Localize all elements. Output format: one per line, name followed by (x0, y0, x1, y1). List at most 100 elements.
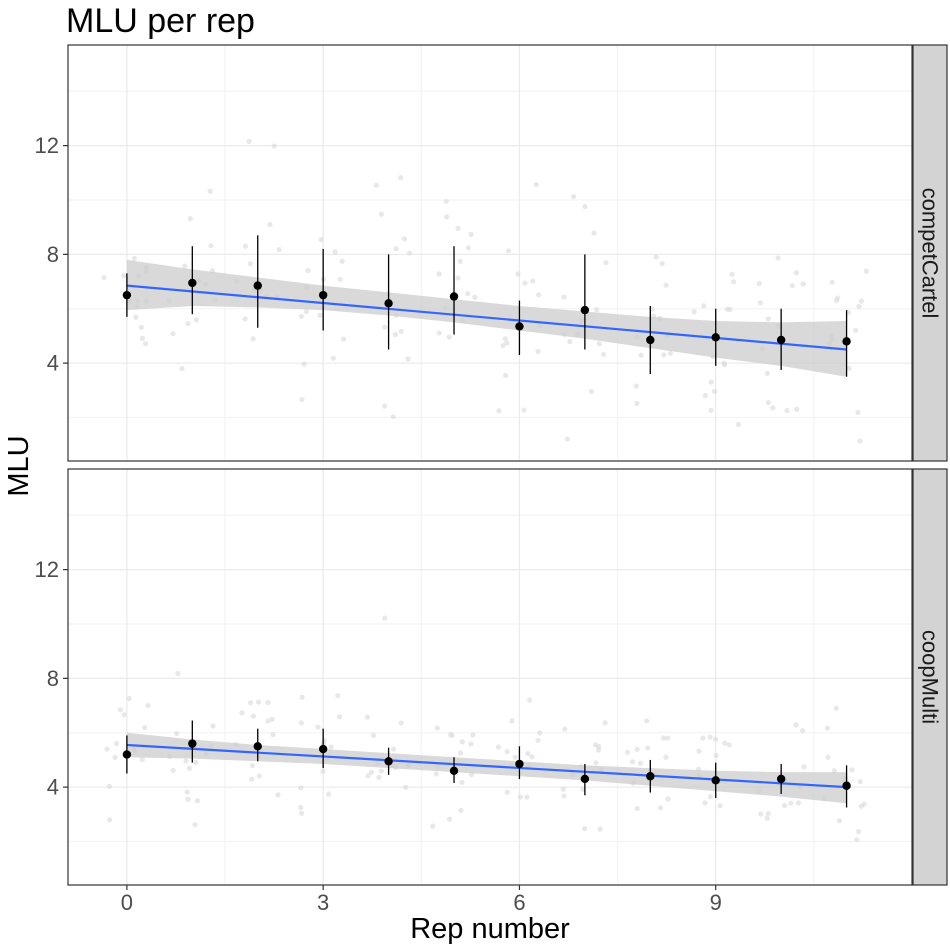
mean-point (318, 290, 328, 300)
raw-point (603, 259, 609, 266)
raw-point (831, 768, 837, 774)
y-axis-title: MLU (3, 435, 35, 496)
raw-point (560, 786, 566, 792)
panel-background (68, 469, 912, 885)
raw-point (207, 188, 213, 194)
raw-point (756, 281, 762, 287)
raw-point (430, 823, 436, 829)
raw-point (855, 409, 861, 416)
raw-point (591, 230, 597, 236)
x-axis-title: Rep number (410, 913, 570, 945)
raw-point (580, 786, 586, 792)
raw-point (436, 271, 442, 277)
raw-point (298, 720, 304, 726)
panel-background (68, 45, 912, 461)
raw-point (788, 800, 794, 806)
x-tick-label: 6 (513, 890, 525, 915)
raw-point (470, 732, 476, 738)
raw-point (174, 731, 180, 737)
raw-point (829, 279, 835, 285)
raw-point (186, 765, 192, 771)
raw-point (854, 837, 860, 843)
raw-point (239, 710, 245, 716)
raw-point (836, 818, 843, 824)
raw-point (717, 803, 723, 809)
raw-point (729, 271, 735, 277)
raw-point (800, 281, 806, 287)
raw-point (765, 400, 771, 406)
raw-point (265, 718, 271, 724)
raw-point (320, 768, 326, 774)
raw-point (858, 803, 864, 809)
raw-point (708, 379, 714, 385)
raw-point (185, 796, 191, 802)
raw-point (653, 254, 659, 260)
raw-point (691, 309, 697, 315)
raw-point (700, 735, 706, 741)
raw-point (179, 365, 185, 372)
raw-point (846, 365, 852, 371)
raw-point (390, 414, 396, 420)
raw-point (106, 783, 113, 790)
raw-point (143, 341, 149, 347)
raw-point (833, 297, 839, 304)
y-tick-label: 12 (35, 133, 59, 158)
raw-point (665, 796, 671, 802)
raw-point (530, 278, 536, 284)
raw-point (533, 182, 539, 188)
raw-point (794, 406, 800, 412)
raw-point (765, 316, 771, 322)
mean-point (646, 335, 655, 345)
raw-point (465, 245, 471, 251)
raw-point (255, 699, 262, 705)
raw-point (770, 405, 776, 411)
raw-point (663, 754, 669, 760)
raw-point (276, 246, 282, 253)
raw-point (405, 356, 411, 362)
y-tick-label: 4 (47, 775, 59, 800)
raw-point (121, 712, 127, 718)
raw-point (406, 250, 413, 256)
raw-point (795, 800, 802, 806)
raw-point (857, 778, 863, 785)
raw-point (721, 362, 728, 368)
raw-point (702, 800, 708, 806)
x-tick-label: 3 (317, 890, 329, 915)
raw-point (271, 143, 277, 149)
raw-point (299, 396, 305, 403)
raw-point (183, 758, 189, 764)
raw-point (298, 804, 304, 811)
raw-point (275, 792, 281, 798)
raw-point (317, 312, 323, 318)
raw-point (398, 720, 404, 726)
facet-strip-label: coopMulti (918, 630, 943, 724)
panel-border (67, 468, 913, 886)
raw-point (270, 731, 276, 738)
raw-point (208, 243, 214, 249)
raw-point (637, 760, 644, 767)
raw-point (170, 331, 176, 337)
raw-point (570, 194, 577, 200)
raw-point (661, 352, 667, 358)
confidence-band (126, 732, 847, 804)
raw-point (696, 748, 702, 754)
raw-point (210, 723, 216, 729)
raw-point (644, 718, 650, 724)
raw-point (193, 317, 199, 323)
raw-point (267, 221, 273, 228)
raw-point (597, 826, 603, 832)
raw-point (663, 282, 669, 288)
raw-point (863, 268, 869, 274)
raw-point (602, 720, 608, 726)
raw-point (378, 768, 384, 774)
mean-point (515, 759, 524, 769)
raw-point (824, 725, 831, 731)
mean-point (842, 337, 851, 346)
raw-point (638, 352, 644, 358)
raw-point (515, 271, 521, 277)
raw-point (246, 138, 252, 144)
raw-point (436, 330, 442, 336)
raw-point (624, 749, 631, 755)
raw-point (117, 707, 124, 713)
mean-point (711, 333, 720, 342)
